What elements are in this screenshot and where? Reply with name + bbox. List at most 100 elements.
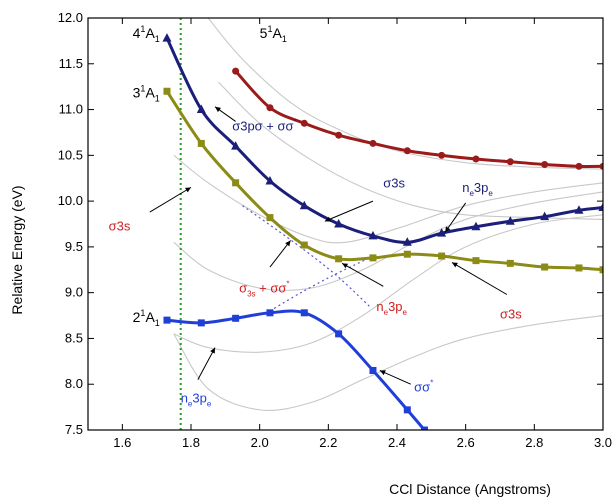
series-0-point-5: [403, 147, 411, 155]
annotation-5-part-1: e: [384, 308, 389, 317]
annotation-arrowhead-4: [285, 240, 291, 247]
y-tick-label-8: 11.5: [59, 56, 83, 71]
state-label-3: 21A1: [133, 308, 160, 328]
annotation-4-part-3: *: [286, 280, 289, 289]
diabatic-curve-5: [173, 315, 603, 411]
y-tick-label-4: 9.5: [65, 239, 83, 254]
series-1-point-4: [299, 200, 309, 210]
series-2-point-1: [197, 139, 205, 147]
annotation-0-part-1: *: [294, 118, 297, 127]
series-2-point-3: [266, 214, 274, 222]
annotation-4-part-2: + σσ: [256, 281, 287, 296]
series-0-point-11: [599, 162, 603, 170]
annotation-3-part-1: e: [469, 189, 474, 198]
series-1-point-5: [334, 219, 344, 228]
series-3-point-5: [335, 330, 343, 338]
series-1-point-9: [471, 221, 481, 231]
x-tick-label-5: 2.6: [457, 435, 475, 450]
annotation-4-part-0: σ: [239, 281, 247, 296]
y-tick-label-9: 12.0: [58, 10, 83, 25]
series-2-point-2: [232, 179, 240, 187]
state-label-1-part-3: 1: [155, 34, 160, 44]
annotation-arrow-6: [451, 262, 508, 295]
x-tick-label-4: 2.4: [388, 435, 406, 450]
x-tick-label-2: 2.0: [251, 435, 269, 450]
state-label-0-part-1: 1: [267, 24, 272, 34]
series-0-point-3: [335, 131, 343, 139]
annotation-3-part-3: e: [488, 189, 493, 198]
series-0-point-10: [575, 162, 583, 170]
annotation-label-1: σ3s: [109, 218, 131, 233]
series-1-point-13: [598, 202, 603, 212]
annotation-7-part-0: n: [181, 391, 188, 406]
series-0-point-4: [369, 139, 377, 147]
annotation-arrow-3: [444, 202, 467, 233]
series-3-point-1: [197, 319, 205, 327]
series-3-point-2: [232, 314, 240, 322]
series-0-point-0: [232, 67, 240, 75]
annotation-arrow-7: [197, 347, 216, 380]
series-line-1: [165, 37, 603, 244]
annotation-arrowhead-1: [185, 187, 191, 193]
annotation-2-part-0: σ3s: [383, 175, 405, 190]
series-1-point-11: [540, 211, 550, 221]
diabatic-curve-4: [173, 214, 603, 353]
state-label-2-part-3: 1: [155, 94, 160, 104]
state-label-1-part-2: A: [145, 25, 155, 41]
series-2-point-13: [599, 266, 603, 274]
annotation-arrow-1: [149, 186, 192, 213]
series-3-point-0: [163, 316, 171, 324]
series-2-point-4: [300, 241, 308, 249]
series-1-point-3: [265, 175, 275, 185]
state-label-3-part-3: 1: [155, 318, 160, 328]
y-tick-label-3: 9.0: [65, 285, 83, 300]
plot-area: 1.6 1.8 2.0 2.2 2.4 2.6 2.8 3.0 7.5 8.0 8.5 9.0 9.5 1…: [58, 10, 612, 450]
annotation-label-2: σ3s: [383, 175, 405, 190]
annotation-label-4: σ3s + σσ*: [239, 280, 289, 299]
series-2-point-11: [541, 263, 549, 271]
annotation-8-part-1: *: [430, 379, 433, 388]
x-tick-label-3: 2.2: [319, 435, 337, 450]
series-2-point-5: [335, 255, 343, 263]
state-label-3-part-1: 1: [140, 308, 145, 318]
series-0-point-7: [472, 155, 480, 163]
annotation-7-part-1: e: [188, 400, 193, 409]
series-2-point-8: [438, 252, 446, 260]
state-label-1: 41A1: [133, 24, 160, 44]
annotation-5-part-3: e: [403, 308, 408, 317]
annotation-3-part-2: 3p: [474, 180, 488, 195]
diabatic-curve-3: [173, 191, 603, 291]
series-2-point-12: [575, 264, 583, 272]
state-label-0-part-3: 1: [282, 34, 287, 44]
series-2-point-0: [163, 87, 171, 95]
diabatic-curve-2: [173, 154, 603, 244]
series-0-point-2: [300, 119, 308, 127]
series-3-point-6: [369, 366, 377, 374]
plot-frame: [87, 17, 604, 431]
series-1-point-1: [196, 104, 206, 114]
series-1-point-8: [437, 228, 447, 237]
state-label-1-part-0: 4: [133, 25, 141, 41]
series-line-3: [166, 309, 426, 430]
state-label-2-part-0: 3: [133, 85, 141, 101]
series-0-point-9: [541, 160, 549, 168]
annotation-arrowhead-2: [324, 216, 331, 222]
y-tick-label-2: 8.5: [65, 330, 83, 345]
series-1-point-6: [368, 230, 378, 240]
annotation-0-part-0: σ3pσ + σσ: [232, 119, 293, 134]
annotation-arrowhead-3: [445, 226, 451, 233]
annotation-arrowhead-0: [215, 106, 221, 113]
y-tick-label-0: 7.5: [65, 422, 83, 437]
annotation-7-part-2: 3p: [192, 391, 206, 406]
state-label-0-part-2: A: [272, 25, 282, 41]
annotation-3-part-0: n: [462, 180, 469, 195]
x-tick-label-6: 2.8: [525, 435, 543, 450]
y-tick-label-6: 10.5: [58, 147, 83, 162]
crossing-line-1: [269, 257, 370, 312]
annotation-arrow-2: [324, 200, 374, 222]
y-axis-title: Relative Energy (eV): [9, 185, 25, 314]
annotation-arrowhead-7: [210, 347, 216, 354]
annotation-7-part-3: e: [207, 400, 212, 409]
x-tick-label-1: 1.8: [182, 435, 200, 450]
annotation-6-part-0: σ3s: [500, 306, 522, 321]
